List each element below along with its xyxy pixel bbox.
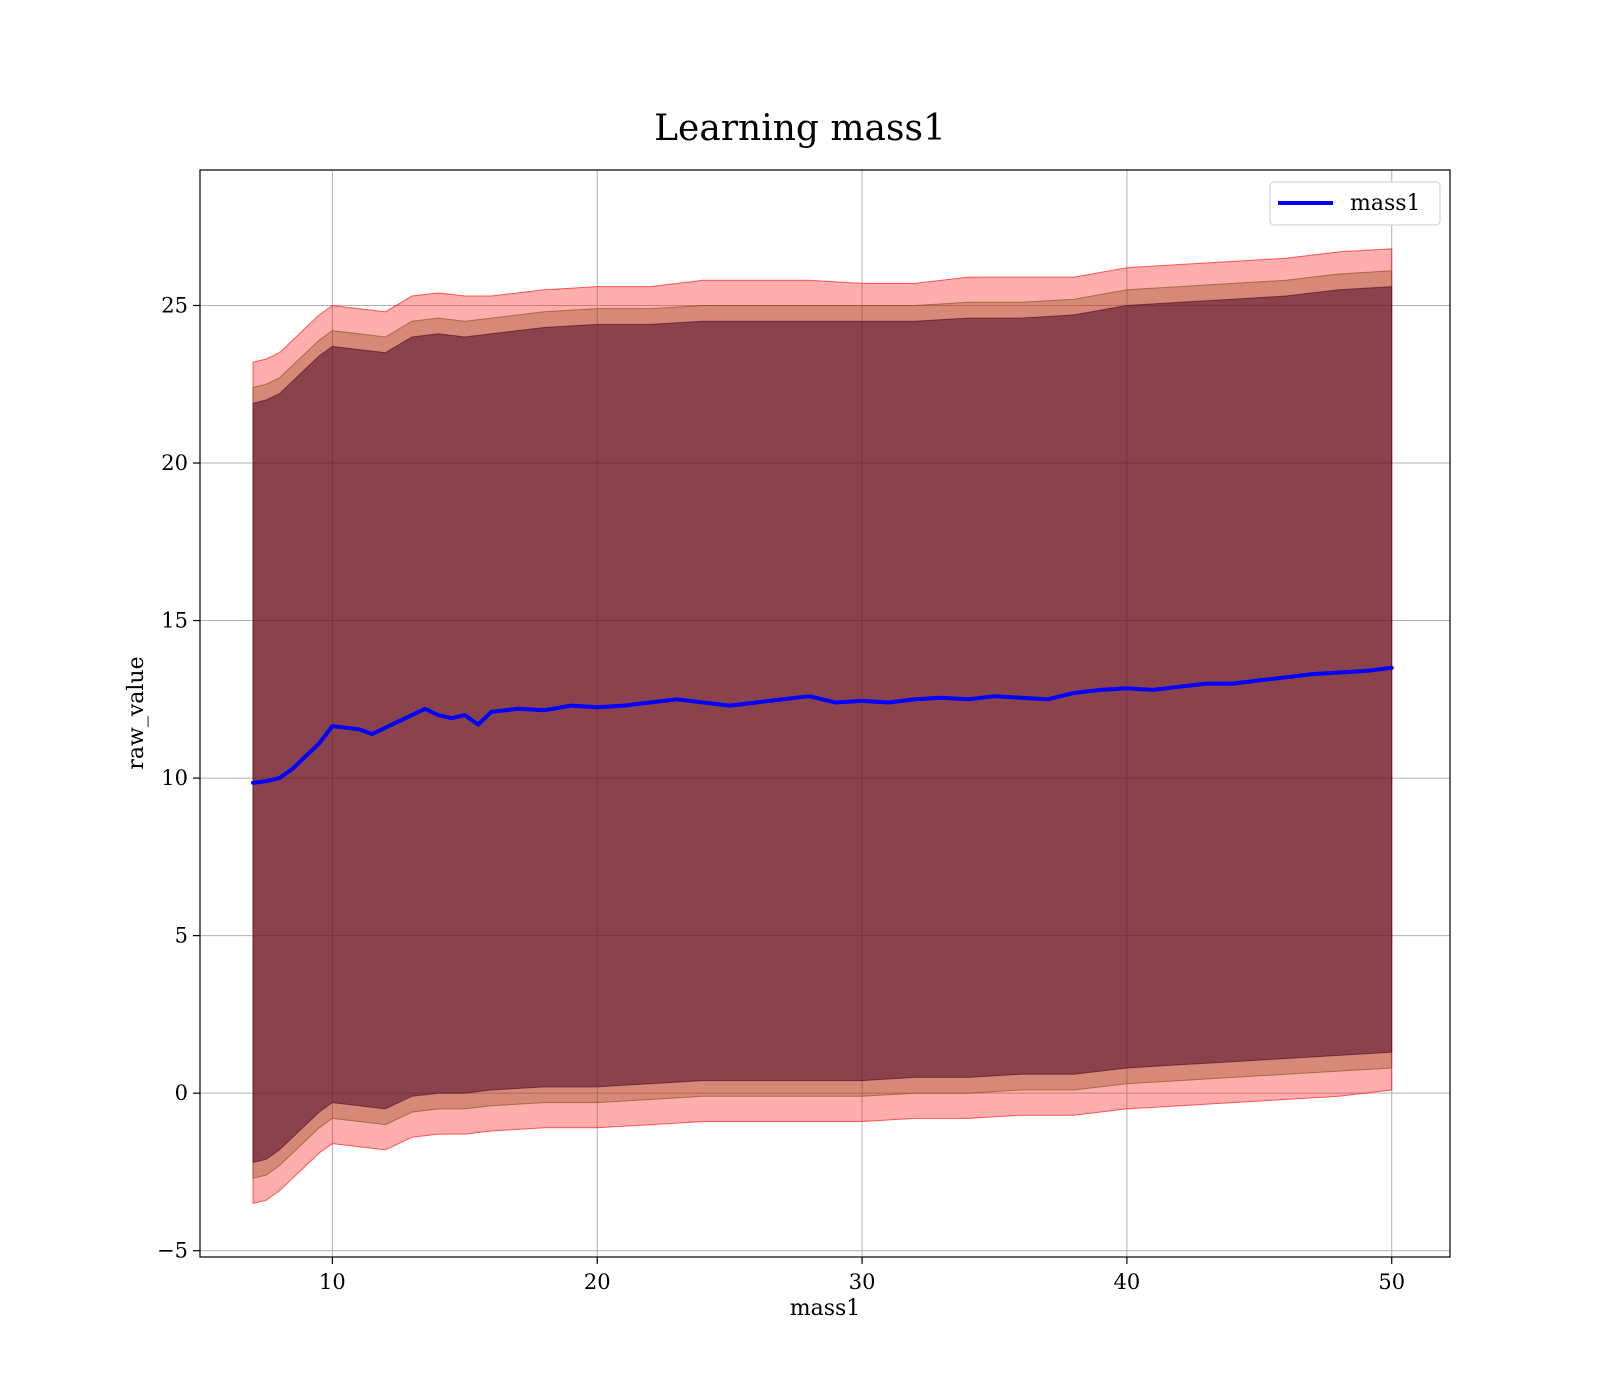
x-tick-label: 10 bbox=[319, 1270, 346, 1294]
y-tick-label: 5 bbox=[175, 924, 188, 948]
y-tick-label: 20 bbox=[161, 451, 188, 475]
y-tick-label: 10 bbox=[161, 766, 188, 790]
plot-area bbox=[199, 169, 1451, 1258]
y-axis-ticks: −5 0 5 10 15 20 25 bbox=[157, 293, 200, 1263]
plot-frame bbox=[199, 169, 1451, 1258]
x-tick-label: 20 bbox=[584, 1270, 611, 1294]
y-tick-label: −5 bbox=[157, 1239, 188, 1263]
x-tick-label: 40 bbox=[1114, 1270, 1141, 1294]
chart-title: Learning mass1 bbox=[654, 108, 946, 149]
y-tick-label: 25 bbox=[161, 293, 188, 317]
confidence-band-2 bbox=[252, 286, 1393, 1164]
x-axis-ticks: 10 20 30 40 50 bbox=[319, 1257, 1405, 1294]
legend-box bbox=[1269, 181, 1441, 226]
y-axis-label: raw_value bbox=[124, 656, 149, 769]
x-tick-label: 30 bbox=[849, 1270, 876, 1294]
confidence-bands bbox=[252, 248, 1393, 1205]
y-tick-label: 15 bbox=[161, 609, 188, 633]
series-line-mass1 bbox=[251, 665, 1394, 785]
y-tick-label: 0 bbox=[175, 1081, 188, 1105]
x-tick-label: 50 bbox=[1378, 1270, 1405, 1294]
x-axis-label: mass1 bbox=[790, 1296, 861, 1321]
series-layer bbox=[251, 665, 1394, 785]
legend: mass1 bbox=[1269, 181, 1441, 226]
legend-label-mass1: mass1 bbox=[1350, 191, 1421, 216]
